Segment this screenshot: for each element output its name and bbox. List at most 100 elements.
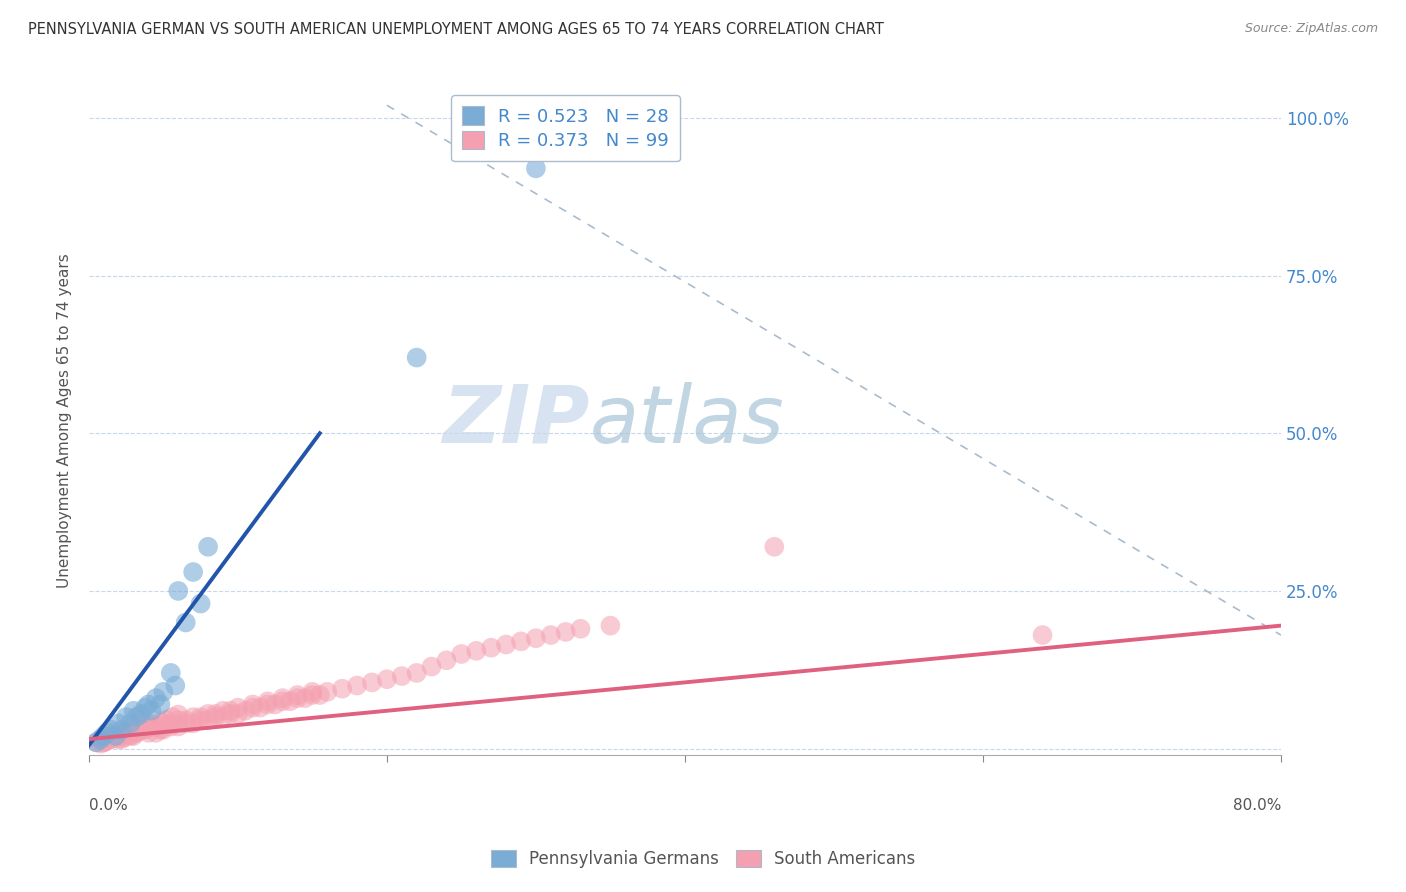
Point	[149, 723, 172, 737]
Y-axis label: Unemployment Among Ages 65 to 74 years: Unemployment Among Ages 65 to 74 years	[58, 253, 72, 588]
Point	[569, 622, 592, 636]
Point	[510, 634, 533, 648]
Point	[524, 632, 547, 646]
Point	[271, 694, 294, 708]
Point	[436, 653, 458, 667]
Point	[155, 713, 177, 727]
Point	[190, 710, 212, 724]
Point	[138, 716, 160, 731]
Point	[93, 729, 115, 743]
Point	[301, 688, 323, 702]
Point	[256, 698, 278, 712]
Point	[540, 628, 562, 642]
Point	[167, 719, 190, 733]
Point	[101, 731, 124, 746]
Point	[115, 726, 138, 740]
Point	[167, 713, 190, 727]
Point	[100, 732, 122, 747]
Point	[197, 706, 219, 721]
Point	[122, 729, 145, 743]
Point	[219, 704, 242, 718]
Point	[197, 540, 219, 554]
Point	[181, 716, 204, 731]
Point	[138, 720, 160, 734]
Point	[174, 615, 197, 630]
Point	[264, 698, 287, 712]
Point	[129, 723, 152, 737]
Point	[131, 723, 153, 737]
Point	[256, 694, 278, 708]
Point	[125, 726, 148, 740]
Point	[129, 706, 152, 721]
Text: Source: ZipAtlas.com: Source: ZipAtlas.com	[1244, 22, 1378, 36]
Point	[100, 729, 122, 743]
Point	[599, 618, 621, 632]
Point	[162, 710, 184, 724]
Point	[120, 729, 142, 743]
Text: ZIP: ZIP	[441, 382, 589, 459]
Legend: R = 0.523   N = 28, R = 0.373   N = 99: R = 0.523 N = 28, R = 0.373 N = 99	[451, 95, 681, 161]
Point	[420, 659, 443, 673]
Point	[361, 675, 384, 690]
Point	[120, 716, 142, 731]
Point	[122, 723, 145, 737]
Point	[111, 732, 134, 747]
Point	[287, 688, 309, 702]
Point	[107, 716, 129, 731]
Text: PENNSYLVANIA GERMAN VS SOUTH AMERICAN UNEMPLOYMENT AMONG AGES 65 TO 74 YEARS COR: PENNSYLVANIA GERMAN VS SOUTH AMERICAN UN…	[28, 22, 884, 37]
Point	[316, 685, 339, 699]
Point	[524, 161, 547, 176]
Point	[294, 691, 316, 706]
Point	[159, 719, 181, 733]
Text: 0.0%: 0.0%	[89, 798, 128, 814]
Point	[763, 540, 786, 554]
Point	[226, 706, 249, 721]
Point	[165, 679, 187, 693]
Point	[138, 726, 160, 740]
Point	[190, 597, 212, 611]
Point	[249, 700, 271, 714]
Text: 80.0%: 80.0%	[1233, 798, 1281, 814]
Point	[346, 679, 368, 693]
Point	[167, 707, 190, 722]
Point	[145, 691, 167, 706]
Point	[122, 704, 145, 718]
Point	[143, 717, 166, 731]
Point	[125, 710, 148, 724]
Point	[138, 698, 160, 712]
Point	[149, 715, 172, 730]
Point	[242, 698, 264, 712]
Point	[90, 732, 112, 747]
Point	[141, 719, 163, 733]
Point	[1031, 628, 1053, 642]
Point	[242, 700, 264, 714]
Point	[278, 694, 301, 708]
Point	[465, 644, 488, 658]
Point	[190, 713, 212, 727]
Point	[330, 681, 353, 696]
Point	[174, 713, 197, 727]
Point	[93, 735, 115, 749]
Point	[96, 734, 118, 748]
Point	[152, 723, 174, 737]
Point	[93, 735, 115, 749]
Point	[134, 700, 156, 714]
Point	[301, 685, 323, 699]
Point	[90, 737, 112, 751]
Point	[129, 719, 152, 733]
Point	[479, 640, 502, 655]
Point	[197, 713, 219, 727]
Point	[204, 706, 226, 721]
Point	[111, 723, 134, 737]
Point	[90, 732, 112, 747]
Point	[84, 735, 107, 749]
Point	[212, 710, 235, 724]
Text: atlas: atlas	[589, 382, 785, 459]
Point	[84, 735, 107, 749]
Point	[167, 583, 190, 598]
Point	[405, 351, 427, 365]
Point	[107, 732, 129, 747]
Point	[149, 698, 172, 712]
Point	[115, 726, 138, 740]
Point	[141, 704, 163, 718]
